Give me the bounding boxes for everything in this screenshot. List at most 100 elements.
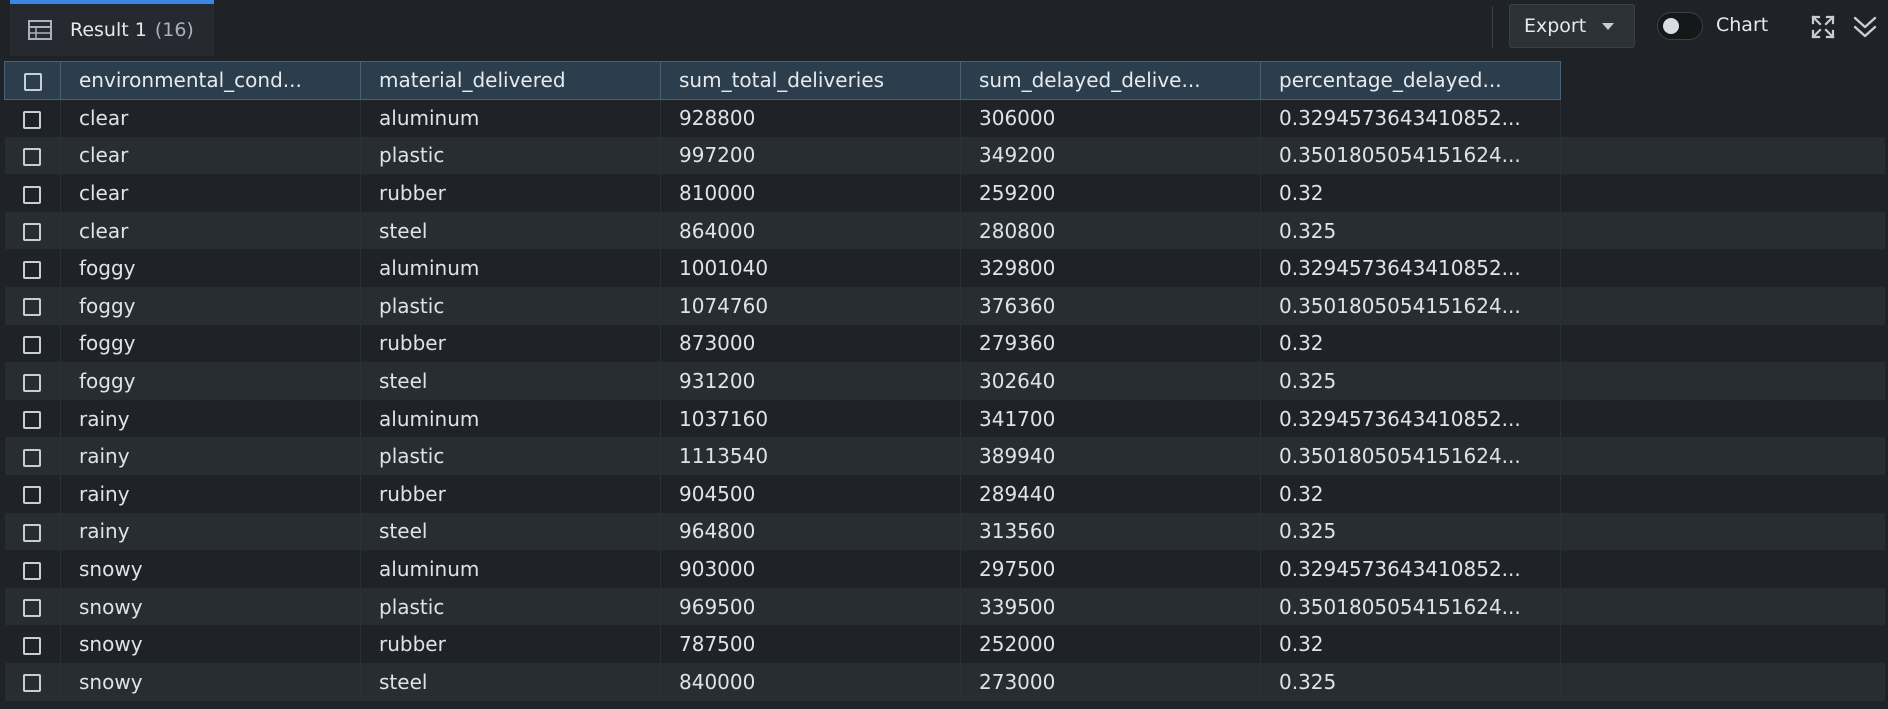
table-row[interactable]: foggy aluminum 1001040 329800 0.329457364341… <box>4 249 1885 288</box>
table-cell[interactable]: clear <box>60 136 361 175</box>
table-cell[interactable]: 313560 <box>960 512 1261 551</box>
table-cell[interactable]: 997200 <box>660 136 961 175</box>
table-cell[interactable]: aluminum <box>360 99 661 137</box>
table-cell[interactable]: rubber <box>360 625 661 663</box>
table-cell[interactable]: snowy <box>60 550 361 588</box>
select-all-checkbox[interactable] <box>23 72 42 91</box>
table-row[interactable]: foggy rubber 873000 279360 0.32 <box>4 324 1885 363</box>
table-row[interactable]: rainy rubber 904500 289440 0.32 <box>4 475 1885 513</box>
table-cell[interactable]: 873000 <box>660 324 961 363</box>
table-cell[interactable]: rubber <box>360 324 661 363</box>
table-cell[interactable]: rubber <box>360 174 661 212</box>
table-cell[interactable]: 840000 <box>660 663 961 701</box>
table-cell[interactable]: foggy <box>60 324 361 363</box>
table-cell[interactable]: 0.3501805054151624... <box>1260 437 1561 476</box>
table-cell[interactable]: rainy <box>60 437 361 476</box>
table-cell[interactable]: 252000 <box>960 625 1261 663</box>
table-cell[interactable]: plastic <box>360 587 661 626</box>
table-cell[interactable]: clear <box>60 174 361 212</box>
table-cell[interactable]: 289440 <box>960 475 1261 513</box>
row-checkbox[interactable] <box>23 599 42 618</box>
column-header[interactable]: material_delivered <box>360 61 661 100</box>
table-cell[interactable]: 341700 <box>960 399 1261 438</box>
table-cell[interactable]: 0.32 <box>1260 174 1561 212</box>
table-cell[interactable]: 904500 <box>660 475 961 513</box>
table-cell[interactable]: 376360 <box>960 287 1261 325</box>
table-cell[interactable]: 1113540 <box>660 437 961 476</box>
row-checkbox[interactable] <box>23 147 42 166</box>
table-cell[interactable]: 1074760 <box>660 287 961 325</box>
table-cell[interactable]: 0.3501805054151624... <box>1260 587 1561 626</box>
table-cell[interactable]: rainy <box>60 399 361 438</box>
table-cell[interactable]: 928800 <box>660 99 961 137</box>
table-cell[interactable]: 302640 <box>960 362 1261 400</box>
double-chevron-down-icon[interactable] <box>1850 12 1880 42</box>
table-cell[interactable]: steel <box>360 211 661 250</box>
table-cell[interactable]: foggy <box>60 362 361 400</box>
column-header[interactable]: sum_delayed_delive... <box>960 61 1261 100</box>
table-cell[interactable]: clear <box>60 99 361 137</box>
table-cell[interactable]: 280800 <box>960 211 1261 250</box>
column-header[interactable]: sum_total_deliveries <box>660 61 961 100</box>
row-checkbox[interactable] <box>23 674 42 693</box>
table-cell[interactable]: foggy <box>60 287 361 325</box>
table-cell[interactable]: 297500 <box>960 550 1261 588</box>
table-cell[interactable]: snowy <box>60 625 361 663</box>
table-cell[interactable]: 0.3501805054151624... <box>1260 136 1561 175</box>
row-checkbox[interactable] <box>23 185 42 204</box>
table-cell[interactable]: 1001040 <box>660 249 961 288</box>
table-row[interactable]: snowy steel 840000 273000 0.325 <box>4 663 1885 701</box>
table-cell[interactable]: 1037160 <box>660 399 961 438</box>
table-cell[interactable]: plastic <box>360 437 661 476</box>
table-cell[interactable]: steel <box>360 362 661 400</box>
table-cell[interactable]: 964800 <box>660 512 961 551</box>
table-cell[interactable]: snowy <box>60 587 361 626</box>
table-cell[interactable]: rainy <box>60 512 361 551</box>
expand-icon[interactable] <box>1808 12 1838 42</box>
table-cell[interactable]: snowy <box>60 663 361 701</box>
row-checkbox[interactable] <box>23 448 42 467</box>
chart-toggle[interactable] <box>1657 12 1703 40</box>
export-button[interactable]: Export <box>1509 4 1635 48</box>
table-cell[interactable]: 0.325 <box>1260 362 1561 400</box>
table-cell[interactable]: 864000 <box>660 211 961 250</box>
table-cell[interactable]: aluminum <box>360 550 661 588</box>
table-cell[interactable]: 0.3294573643410852... <box>1260 550 1561 588</box>
table-cell[interactable]: aluminum <box>360 399 661 438</box>
table-row[interactable]: foggy plastic 1074760 376360 0.3501805054151… <box>4 287 1885 325</box>
table-cell[interactable]: 0.325 <box>1260 663 1561 701</box>
table-cell[interactable]: rubber <box>360 475 661 513</box>
table-row[interactable]: rainy plastic 1113540 389940 0.3501805054151… <box>4 437 1885 476</box>
table-cell[interactable]: 279360 <box>960 324 1261 363</box>
table-cell[interactable]: 259200 <box>960 174 1261 212</box>
table-cell[interactable]: 389940 <box>960 437 1261 476</box>
table-cell[interactable]: 273000 <box>960 663 1261 701</box>
table-cell[interactable]: aluminum <box>360 249 661 288</box>
table-cell[interactable]: 349200 <box>960 136 1261 175</box>
table-row[interactable]: snowy plastic 969500 339500 0.35018050541516… <box>4 587 1885 626</box>
table-cell[interactable]: 0.3294573643410852... <box>1260 99 1561 137</box>
table-cell[interactable]: 0.3294573643410852... <box>1260 399 1561 438</box>
table-cell[interactable]: 0.325 <box>1260 512 1561 551</box>
row-checkbox[interactable] <box>23 298 42 317</box>
table-row[interactable]: clear plastic 997200 349200 0.35018050541516… <box>4 136 1885 175</box>
row-checkbox[interactable] <box>23 335 42 354</box>
column-header[interactable]: environmental_cond... <box>60 61 361 100</box>
table-cell[interactable]: 931200 <box>660 362 961 400</box>
table-cell[interactable]: plastic <box>360 287 661 325</box>
row-checkbox[interactable] <box>23 373 42 392</box>
table-cell[interactable]: 787500 <box>660 625 961 663</box>
table-row[interactable]: foggy steel 931200 302640 0.325 <box>4 362 1885 400</box>
table-cell[interactable]: steel <box>360 663 661 701</box>
row-checkbox[interactable] <box>23 636 42 655</box>
table-cell[interactable]: 810000 <box>660 174 961 212</box>
column-header[interactable]: percentage_delayed... <box>1260 61 1561 100</box>
row-checkbox[interactable] <box>23 486 42 505</box>
tab-result-1[interactable]: Result 1 (16) <box>10 0 214 56</box>
table-cell[interactable]: 0.32 <box>1260 625 1561 663</box>
table-cell[interactable]: 0.3501805054151624... <box>1260 287 1561 325</box>
table-row[interactable]: snowy rubber 787500 252000 0.32 <box>4 625 1885 663</box>
row-checkbox[interactable] <box>23 260 42 279</box>
table-row[interactable]: snowy aluminum 903000 297500 0.3294573643410… <box>4 550 1885 588</box>
table-row[interactable]: rainy steel 964800 313560 0.325 <box>4 512 1885 551</box>
